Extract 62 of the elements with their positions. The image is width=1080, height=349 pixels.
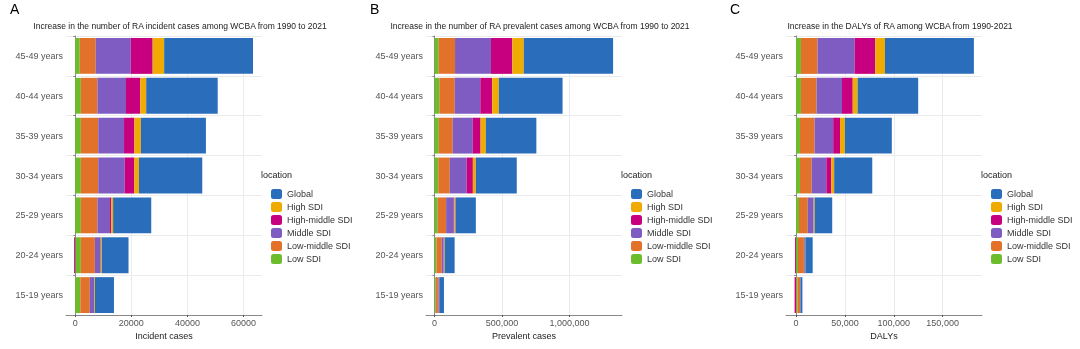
legend-label: High-middle SDI <box>1007 215 1073 225</box>
chart-title: Increase in the number of RA prevalent cases among WCBA from 1990 to 2021 <box>390 20 690 31</box>
y-tick-label: 25-29 years <box>375 210 424 221</box>
x-tick-label: 150,000 <box>926 317 959 328</box>
y-tick-label: 35-39 years <box>735 130 784 141</box>
y-tick-label: 35-39 years <box>375 130 424 141</box>
x-tick-label: 1,000,000 <box>549 317 590 328</box>
legend-label: High-middle SDI <box>287 215 353 225</box>
x-axis-title: DALYs <box>870 331 899 342</box>
legend-label: Global <box>287 189 314 199</box>
y-tick-label: 15-19 years <box>15 290 64 301</box>
x-axis-title: Prevalent cases <box>491 331 557 342</box>
legend-label: Low SDI <box>1007 254 1042 264</box>
y-tick-label: 35-39 years <box>15 130 64 141</box>
chart-title: Increase in the DALYs of RA among WCBA from 1990-2021 <box>787 20 1013 31</box>
text: C <box>730 1 741 17</box>
legend-label: Middle SDI <box>287 228 332 238</box>
text: A <box>10 1 20 17</box>
legend-label: Middle SDI <box>647 228 692 238</box>
x-tick-label: 0 <box>793 317 799 328</box>
y-tick-label: 15-19 years <box>375 290 424 301</box>
y-tick-label: 40-44 years <box>735 90 784 101</box>
legend-title: location <box>620 169 653 180</box>
x-tick-label: 60000 <box>230 317 257 328</box>
y-tick-label: 30-34 years <box>375 170 424 181</box>
y-tick-label: 45-49 years <box>735 50 784 61</box>
y-tick-label: 30-34 years <box>15 170 64 181</box>
x-tick-label: 500,000 <box>485 317 519 328</box>
legend-title: location <box>260 169 293 180</box>
legend-label: High SDI <box>1007 202 1044 212</box>
legend-label: Low SDI <box>287 254 322 264</box>
y-tick-label: 20-24 years <box>15 250 64 261</box>
legend-label: High SDI <box>647 202 684 212</box>
legend-label: Middle SDI <box>1007 228 1052 238</box>
y-tick-label: 25-29 years <box>735 210 784 221</box>
y-tick-label: 40-44 years <box>15 90 64 101</box>
y-tick-label: 45-49 years <box>375 50 424 61</box>
y-tick-label: 30-34 years <box>735 170 784 181</box>
y-tick-label: 15-19 years <box>735 290 784 301</box>
x-tick-label: 50,000 <box>831 317 859 328</box>
y-tick-label: 25-29 years <box>15 210 64 221</box>
x-tick-label: 20000 <box>118 317 144 328</box>
x-tick-label: 0 <box>432 317 438 328</box>
y-tick-label: 40-44 years <box>375 90 424 101</box>
text: B <box>370 1 380 17</box>
x-axis-title: Incident cases <box>135 331 194 342</box>
chart-title: Increase in the number of RA incident cases among WCBA from 1990 to 2021 <box>33 20 327 31</box>
legend-label: Global <box>1007 189 1034 199</box>
x-tick-label: 40000 <box>174 317 200 328</box>
legend-label: Low-middle SDI <box>647 241 711 251</box>
y-tick-label: 20-24 years <box>735 250 784 261</box>
x-tick-label: 0 <box>72 317 78 328</box>
y-tick-label: 45-49 years <box>15 50 64 61</box>
legend-label: Low-middle SDI <box>287 241 351 251</box>
y-tick-label: 20-24 years <box>375 250 424 261</box>
legend-label: Global <box>647 189 674 199</box>
legend-title: location <box>980 169 1013 180</box>
x-tick-label: 100,000 <box>877 317 911 328</box>
legend-label: Low-middle SDI <box>1007 241 1071 251</box>
legend-label: High-middle SDI <box>647 215 713 225</box>
legend-label: Low SDI <box>647 254 682 264</box>
legend-label: High SDI <box>287 202 324 212</box>
